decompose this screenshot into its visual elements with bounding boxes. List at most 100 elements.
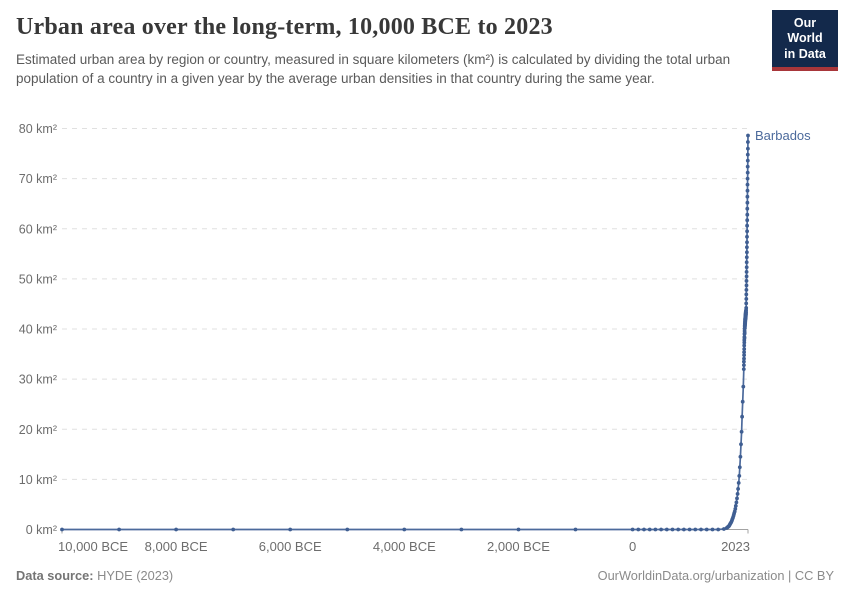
series-label-barbados[interactable]: Barbados [755, 128, 811, 143]
data-point[interactable] [745, 234, 749, 239]
data-point[interactable] [647, 527, 652, 532]
data-point[interactable] [687, 527, 692, 532]
data-point[interactable] [117, 527, 121, 532]
data-point[interactable] [744, 301, 749, 306]
data-point[interactable] [745, 212, 750, 217]
data-point[interactable] [642, 527, 646, 532]
data-point[interactable] [744, 297, 749, 301]
data-source-value: HYDE (2023) [97, 568, 174, 583]
data-point[interactable] [573, 527, 578, 532]
data-point[interactable] [733, 504, 738, 508]
data-point[interactable] [736, 481, 741, 485]
data-point[interactable] [676, 527, 681, 532]
data-point[interactable] [745, 229, 749, 234]
data-point[interactable] [742, 331, 747, 335]
data-point[interactable] [745, 223, 749, 228]
data-point[interactable] [659, 527, 663, 532]
data-point[interactable] [741, 367, 746, 371]
data-point[interactable] [288, 527, 293, 532]
data-point[interactable] [704, 527, 709, 532]
data-point[interactable] [733, 507, 738, 511]
data-point[interactable] [742, 347, 747, 351]
data-point[interactable] [716, 527, 721, 532]
logo-line-1: Our World [787, 16, 823, 46]
data-point[interactable] [710, 527, 715, 532]
data-point[interactable] [746, 140, 750, 144]
data-point[interactable] [745, 188, 750, 193]
data-point[interactable] [740, 414, 744, 419]
data-point[interactable] [402, 527, 407, 532]
data-point[interactable] [739, 429, 744, 434]
line-series-barbados[interactable] [61, 134, 749, 531]
x-axis-tick-label: 2,000 BCE [487, 539, 550, 554]
data-point[interactable] [746, 146, 750, 151]
owid-logo[interactable]: Our World in Data [772, 10, 838, 71]
data-point[interactable] [174, 527, 179, 532]
data-point[interactable] [744, 288, 749, 292]
data-point[interactable] [736, 487, 740, 491]
data-point[interactable] [742, 363, 746, 367]
data-point[interactable] [740, 399, 745, 404]
data-point[interactable] [737, 474, 742, 478]
data-point[interactable] [745, 194, 750, 199]
data-point[interactable] [670, 527, 675, 532]
data-point[interactable] [746, 133, 750, 138]
data-point[interactable] [653, 527, 658, 532]
data-point[interactable] [744, 292, 749, 297]
data-point[interactable] [735, 492, 740, 496]
data-point[interactable] [742, 343, 747, 348]
data-point[interactable] [693, 527, 698, 532]
data-point[interactable] [745, 182, 750, 187]
data-point[interactable] [516, 527, 521, 532]
chart-canvas[interactable]: 0 km² 10 km² 20 km² 30 km² 40 km² 50 km² 60 km… [0, 113, 850, 565]
data-point[interactable] [745, 164, 750, 169]
data-point[interactable] [345, 527, 350, 532]
data-point[interactable] [745, 240, 749, 245]
data-point[interactable] [745, 152, 750, 157]
data-point[interactable] [60, 527, 64, 532]
footer-link[interactable]: OurWorldinData.org/urbanization | CC BY [597, 568, 834, 583]
data-point[interactable] [630, 527, 635, 532]
data-point[interactable] [699, 527, 703, 532]
data-point[interactable] [459, 527, 464, 532]
data-point[interactable] [745, 206, 750, 211]
data-point[interactable] [745, 200, 750, 205]
data-point[interactable] [739, 442, 743, 447]
data-point[interactable] [745, 218, 750, 223]
data-point[interactable] [664, 527, 669, 532]
y-axis-tick-label: 40 km² [19, 323, 57, 337]
data-point[interactable] [744, 270, 749, 274]
data-point[interactable] [231, 527, 236, 532]
data-point[interactable] [745, 176, 750, 181]
data-point[interactable] [742, 350, 746, 354]
data-points-barbados[interactable] [60, 133, 750, 532]
data-point[interactable] [742, 336, 747, 340]
logo-line-2: in Data [784, 46, 826, 61]
data-point[interactable] [744, 260, 749, 265]
data-point[interactable] [744, 310, 748, 315]
data-point[interactable] [737, 465, 742, 470]
data-point[interactable] [745, 170, 750, 175]
data-point[interactable] [744, 274, 749, 279]
data-point[interactable] [738, 454, 743, 459]
data-point[interactable] [682, 527, 686, 532]
data-point[interactable] [742, 356, 746, 361]
chart-subtitle: Estimated urban area by region or countr… [16, 52, 731, 87]
data-point[interactable] [745, 158, 750, 163]
data-point[interactable] [745, 245, 749, 250]
data-point[interactable] [636, 527, 641, 532]
data-point[interactable] [744, 255, 749, 260]
data-point[interactable] [742, 359, 746, 364]
data-point[interactable] [742, 353, 746, 357]
y-axis-tick-label: 60 km² [19, 222, 57, 236]
data-point[interactable] [745, 250, 749, 255]
data-point[interactable] [735, 496, 739, 501]
data-point[interactable] [744, 265, 749, 270]
data-point[interactable] [744, 279, 749, 283]
data-point[interactable] [741, 384, 746, 389]
data-point[interactable] [744, 283, 749, 288]
data-point[interactable] [744, 306, 749, 310]
data-point[interactable] [734, 500, 739, 505]
chart-title: Urban area over the long-term, 10,000 BC… [16, 14, 553, 40]
y-axis-tick-label: 50 km² [19, 272, 57, 286]
